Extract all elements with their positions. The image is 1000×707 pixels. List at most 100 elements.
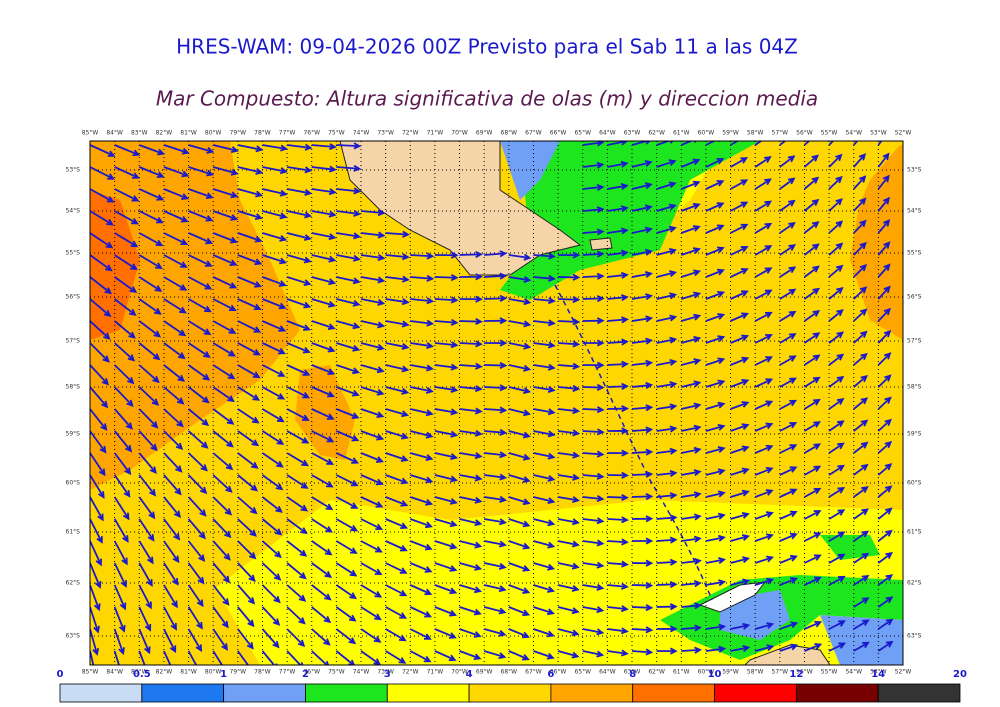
wave-arrow [508, 298, 532, 306]
subtitle: Mar Compuesto: Altura significativa de o… [156, 87, 818, 111]
wave-arrow [237, 364, 261, 379]
wave-arrow [90, 408, 108, 431]
wave-arrow [508, 606, 531, 617]
wave-arrow [754, 245, 773, 256]
wave-arrow [286, 166, 313, 174]
colorbar-segment [795, 683, 879, 703]
wave-arrow [853, 175, 867, 190]
wave-arrow [582, 317, 605, 325]
wave-arrow [484, 250, 508, 258]
wave-arrow [607, 605, 629, 613]
wave-arrow [681, 335, 702, 344]
wave-arrow [385, 606, 407, 619]
wave-arrow [853, 441, 869, 454]
wave-arrow [754, 622, 775, 630]
wave-arrow [656, 292, 678, 300]
wave-arrow [508, 628, 530, 639]
wave-arrow [434, 496, 458, 505]
wave-arrow [582, 228, 605, 236]
wave-arrow [902, 473, 903, 475]
wave-arrow [631, 626, 654, 634]
wave-arrow [163, 496, 181, 519]
wave-arrow [138, 188, 165, 201]
wave-arrow [360, 386, 385, 396]
wave-arrow [754, 489, 774, 498]
wave-arrow [705, 468, 726, 476]
wave-arrow [681, 557, 702, 565]
wave-arrow [410, 297, 435, 305]
lat-label: 53°S [66, 167, 81, 174]
wave-arrow [459, 452, 483, 460]
wave-arrow [508, 452, 531, 461]
wave-arrow [804, 554, 822, 564]
wave-arrow [90, 452, 106, 477]
colorbar-label: 0 [57, 669, 64, 680]
wave-arrow [582, 650, 605, 658]
lon-label: 69°W [476, 669, 493, 676]
wave-arrow [212, 364, 236, 380]
wave-arrow [754, 422, 774, 432]
wave-arrow [113, 628, 125, 656]
wave-arrow [631, 470, 654, 478]
wave-arrow [656, 492, 678, 500]
wave-arrow [779, 577, 799, 586]
wave-arrow [90, 518, 103, 544]
wave-arrow [803, 309, 821, 322]
lon-label: 52°W [895, 669, 912, 676]
wave-arrow [410, 274, 435, 282]
wave-arrow [779, 155, 796, 168]
lat-label: 54°S [907, 208, 922, 215]
wave-arrow [459, 606, 482, 616]
wave-arrow [902, 231, 903, 233]
wave-arrow [656, 358, 678, 366]
wave-arrow [113, 606, 126, 633]
lon-label: 74°W [353, 130, 370, 137]
wave-arrow [508, 408, 531, 417]
wave-arrow [705, 246, 725, 256]
wave-arrow [286, 408, 310, 421]
wave-arrow [434, 430, 459, 438]
wave-arrow [508, 386, 532, 395]
lon-label: 82°W [156, 130, 173, 137]
wave-arrow [286, 188, 313, 196]
lat-label: 56°S [66, 294, 81, 301]
wave-arrow [681, 446, 702, 454]
wave-arrow [656, 141, 674, 146]
lon-label: 71°W [427, 130, 444, 137]
wave-arrow [754, 311, 773, 322]
wave-arrow [262, 342, 286, 355]
wave-arrow [187, 474, 208, 495]
lon-label: 75°W [328, 130, 345, 137]
wave-arrow [877, 596, 894, 608]
wave-arrow [656, 159, 677, 168]
wave-arrow [779, 355, 797, 366]
wave-arrow [138, 408, 159, 429]
wave-arrow [631, 581, 654, 589]
wave-arrow [360, 540, 383, 553]
wave-arrow [409, 606, 433, 618]
lon-label: 85°W [82, 669, 99, 676]
wave-arrow [582, 561, 605, 569]
wave-arrow [138, 144, 165, 156]
wave-arrow [286, 430, 310, 444]
wave-arrow [212, 540, 231, 561]
colorbar-label: 1 [220, 669, 227, 680]
wave-arrow [607, 649, 629, 657]
wave-arrow [385, 452, 409, 462]
wave-arrow [409, 562, 433, 573]
lon-label: 76°W [303, 669, 320, 676]
wave-arrow [212, 254, 238, 266]
wave-zone [820, 615, 903, 665]
wave-arrow [335, 562, 358, 577]
wave-arrow [335, 452, 359, 464]
wave-arrow [681, 469, 702, 477]
wave-arrow [261, 408, 285, 423]
wave-arrow [261, 474, 284, 491]
wave-arrow [90, 232, 114, 249]
wave-arrow [311, 628, 331, 646]
wave-arrow [508, 253, 532, 261]
wave-arrow [385, 364, 410, 373]
wave-arrow [237, 254, 263, 266]
wave-arrow [557, 584, 580, 592]
colorbar-label: 14 [871, 669, 885, 680]
